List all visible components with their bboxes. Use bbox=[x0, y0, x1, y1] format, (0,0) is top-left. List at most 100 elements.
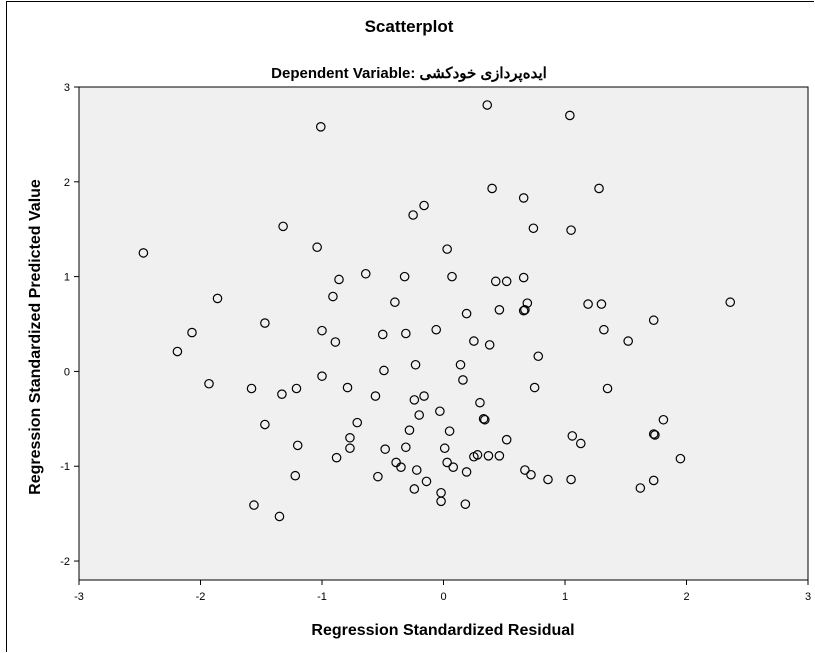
data-point bbox=[212, 293, 223, 304]
x-axis-label: Regression Standardized Residual bbox=[311, 622, 574, 639]
data-point bbox=[494, 304, 505, 315]
data-point bbox=[274, 511, 285, 522]
data-point bbox=[475, 397, 485, 408]
data-point bbox=[291, 383, 302, 394]
data-point bbox=[566, 225, 576, 235]
data-point bbox=[317, 325, 327, 336]
data-point bbox=[328, 291, 338, 302]
data-point bbox=[650, 430, 660, 440]
data-point bbox=[566, 474, 576, 485]
data-point bbox=[409, 484, 420, 494]
x-axis: -3 -2 -1 0 1 2 3 bbox=[74, 580, 811, 603]
data-point bbox=[458, 375, 468, 385]
data-point bbox=[290, 470, 301, 481]
chart-frame: Scatterplot Dependent Variable: ایده‌پرد… bbox=[6, 1, 814, 652]
data-point bbox=[138, 248, 149, 258]
data-point bbox=[401, 442, 411, 453]
data-point bbox=[419, 200, 429, 211]
x-tick-label: -2 bbox=[196, 591, 206, 603]
data-point bbox=[522, 298, 533, 308]
y-axis: -2 -1 0 1 2 3 bbox=[60, 82, 79, 568]
data-point bbox=[187, 327, 197, 338]
y-tick-label: 0 bbox=[64, 366, 70, 378]
data-point bbox=[390, 297, 400, 308]
data-point bbox=[528, 223, 539, 234]
data-point bbox=[623, 336, 633, 346]
data-point bbox=[410, 359, 421, 370]
data-point bbox=[602, 383, 613, 394]
data-point bbox=[518, 193, 529, 203]
data-point bbox=[292, 440, 303, 451]
data-point bbox=[312, 242, 322, 253]
data-point bbox=[675, 453, 686, 464]
data-point bbox=[345, 443, 355, 454]
data-point bbox=[599, 324, 609, 335]
data-point bbox=[461, 467, 472, 477]
data-point bbox=[448, 462, 459, 472]
data-point bbox=[543, 474, 553, 485]
chart-subtitle: Dependent Variable: ایده‌پردازی خودکشی bbox=[271, 65, 547, 83]
x-tick-label: 1 bbox=[562, 591, 568, 603]
data-point bbox=[526, 469, 536, 480]
data-point bbox=[401, 328, 411, 339]
data-point bbox=[444, 426, 455, 436]
x-tick-label: 3 bbox=[805, 591, 811, 603]
data-point bbox=[331, 452, 342, 463]
data-point bbox=[725, 297, 736, 308]
data-point bbox=[480, 414, 490, 425]
data-point bbox=[594, 183, 604, 194]
data-point bbox=[487, 183, 497, 194]
data-point bbox=[518, 272, 529, 283]
data-point bbox=[455, 359, 466, 370]
data-point bbox=[501, 276, 512, 287]
data-point bbox=[330, 337, 341, 347]
data-point bbox=[260, 419, 270, 430]
data-points bbox=[138, 100, 736, 522]
data-point bbox=[246, 383, 257, 394]
data-point bbox=[565, 110, 575, 121]
data-point bbox=[396, 462, 406, 472]
data-point bbox=[501, 434, 512, 445]
data-point bbox=[567, 431, 578, 441]
data-point bbox=[596, 299, 607, 309]
data-point bbox=[482, 100, 493, 110]
data-point bbox=[399, 271, 410, 282]
data-point bbox=[648, 429, 659, 439]
data-point bbox=[204, 378, 214, 389]
data-point bbox=[472, 450, 483, 460]
data-point bbox=[419, 391, 429, 401]
data-point bbox=[469, 336, 479, 346]
data-point bbox=[520, 465, 530, 475]
data-point bbox=[436, 496, 446, 507]
y-tick-label: -2 bbox=[60, 556, 70, 568]
scatterplot-chart: Scatterplot Dependent Variable: ایده‌پرد… bbox=[27, 17, 811, 639]
data-point bbox=[484, 340, 495, 350]
data-point bbox=[658, 414, 669, 425]
data-point bbox=[260, 318, 270, 328]
y-tick-label: 1 bbox=[64, 272, 70, 284]
data-point bbox=[360, 268, 371, 279]
data-point bbox=[380, 444, 390, 454]
data-point bbox=[478, 414, 489, 424]
data-point bbox=[575, 438, 586, 449]
data-point bbox=[377, 329, 388, 340]
data-point bbox=[249, 500, 259, 510]
data-point bbox=[648, 475, 659, 486]
data-point bbox=[460, 499, 471, 509]
data-point bbox=[490, 276, 501, 287]
data-point bbox=[421, 476, 432, 487]
data-point bbox=[431, 324, 442, 335]
y-axis-label: Regression Standardized Predicted Value bbox=[27, 179, 44, 495]
data-point bbox=[494, 451, 505, 461]
data-point bbox=[583, 299, 593, 309]
data-point bbox=[518, 305, 529, 316]
data-point bbox=[529, 382, 540, 393]
data-point bbox=[533, 351, 544, 362]
data-point bbox=[408, 210, 418, 220]
x-tick-label: -1 bbox=[317, 591, 327, 603]
data-point bbox=[370, 391, 381, 401]
data-point bbox=[442, 244, 452, 254]
data-point bbox=[435, 406, 445, 417]
data-point bbox=[345, 432, 355, 443]
data-point bbox=[278, 221, 288, 232]
